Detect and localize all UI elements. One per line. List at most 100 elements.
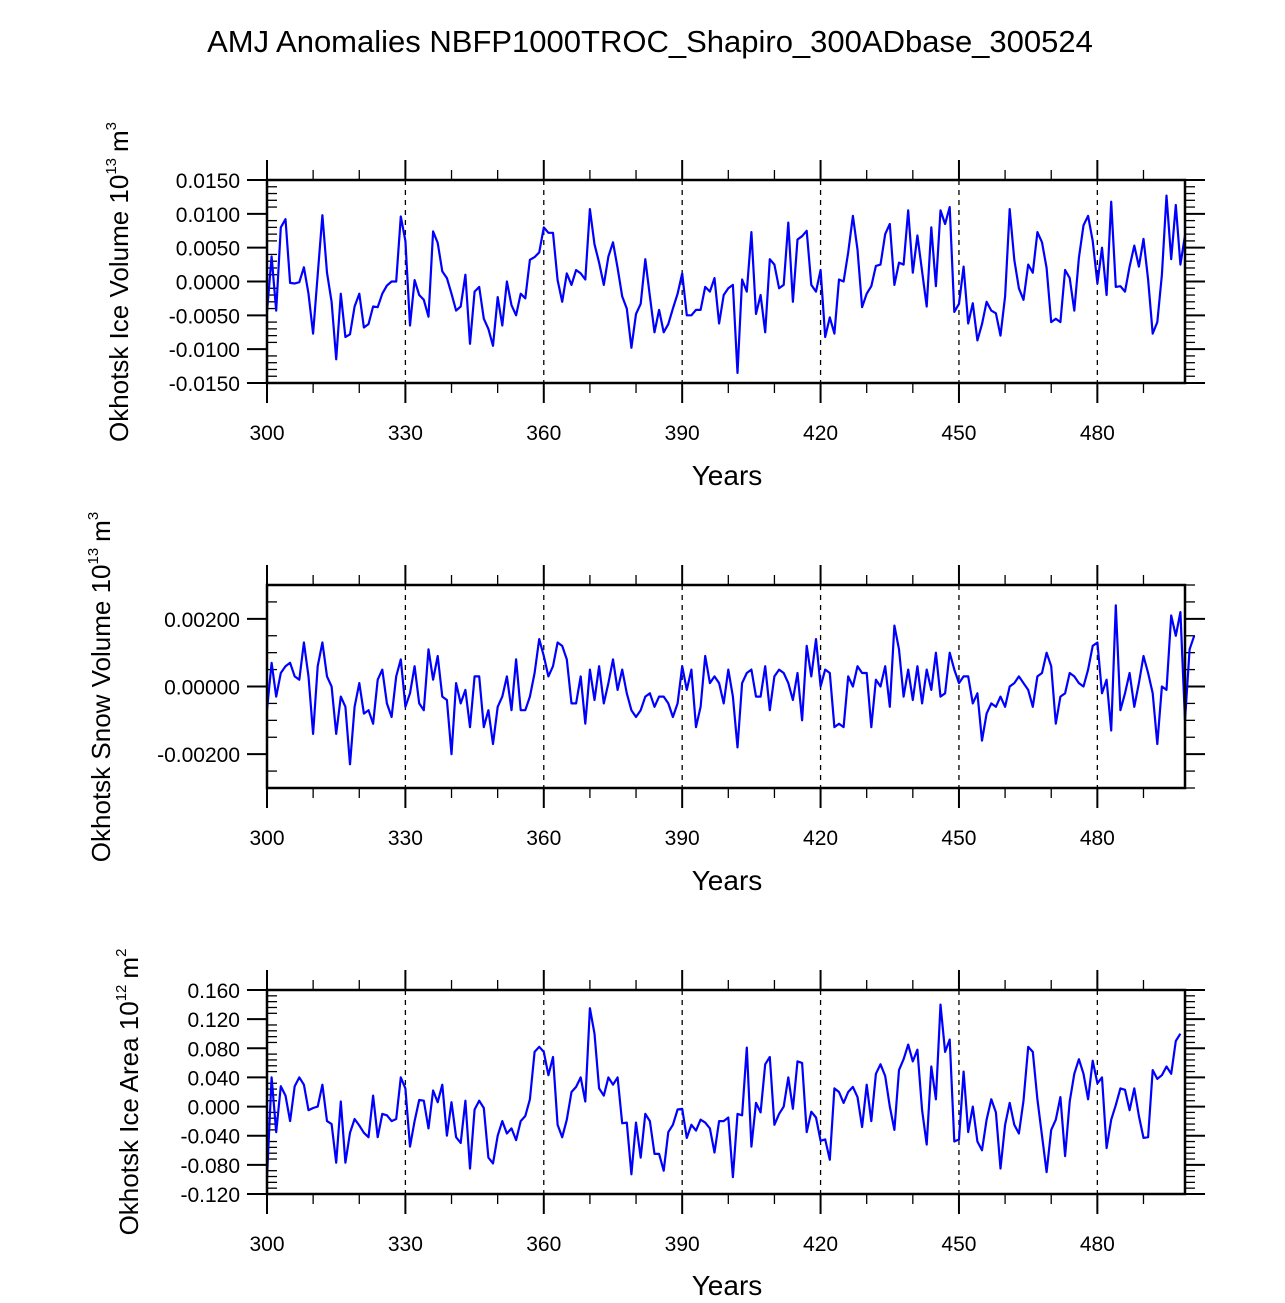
data-point-373 xyxy=(603,703,605,705)
data-point-472 xyxy=(1060,1096,1062,1098)
data-point-489 xyxy=(1138,1115,1140,1117)
data-point-305 xyxy=(289,662,291,664)
data-point-495 xyxy=(1166,195,1168,197)
y-axis-title-exponent: 12 xyxy=(113,985,130,1002)
x-tick-label: 480 xyxy=(1080,827,1115,850)
data-point-491 xyxy=(1147,1136,1149,1138)
data-point-362 xyxy=(552,232,554,234)
data-series xyxy=(265,1003,1182,1179)
y-tick-label: 0.080 xyxy=(187,1038,240,1061)
data-point-422 xyxy=(829,1159,831,1161)
data-point-314 xyxy=(331,301,333,303)
data-point-473 xyxy=(1064,1155,1066,1157)
data-point-429 xyxy=(861,306,863,308)
data-point-412 xyxy=(783,284,785,286)
panel-ice-volume: 0.0150 0.0100 0.0050 0.0000 -0.0050 -0.0100 -0… xyxy=(103,122,1205,491)
data-point-303 xyxy=(280,1085,282,1087)
figure-title: AMJ Anomalies NBFP1000TROC_Shapiro_300AD… xyxy=(207,24,1093,59)
data-point-465 xyxy=(1027,264,1029,266)
data-point-411 xyxy=(778,669,780,671)
data-point-450 xyxy=(958,1139,960,1141)
data-point-382 xyxy=(644,696,646,698)
data-point-476 xyxy=(1078,682,1080,684)
data-point-377 xyxy=(621,1123,623,1125)
data-point-406 xyxy=(755,696,757,698)
data-point-451 xyxy=(963,1071,965,1073)
data-point-364 xyxy=(561,1136,563,1138)
data-point-388 xyxy=(672,308,674,310)
data-point-375 xyxy=(612,659,614,661)
data-point-329 xyxy=(400,659,402,661)
data-point-475 xyxy=(1073,310,1075,312)
y-axis-title-unit-exponent: 3 xyxy=(85,512,102,520)
data-point-424 xyxy=(838,279,840,281)
data-point-311 xyxy=(317,665,319,667)
data-point-384 xyxy=(654,331,656,333)
data-point-459 xyxy=(1000,335,1002,337)
data-point-396 xyxy=(709,291,711,293)
data-point-302 xyxy=(275,310,277,312)
data-point-400 xyxy=(728,287,730,289)
data-point-320 xyxy=(358,293,360,295)
data-point-349 xyxy=(492,345,494,347)
data-point-341 xyxy=(455,682,457,684)
data-point-461 xyxy=(1009,686,1011,688)
data-point-339 xyxy=(446,1135,448,1137)
y-tick-label: -0.00200 xyxy=(157,744,240,767)
data-point-384 xyxy=(654,706,656,708)
data-point-410 xyxy=(774,264,776,266)
x-tick-label: 450 xyxy=(941,827,976,850)
data-point-383 xyxy=(649,692,651,694)
data-point-440 xyxy=(912,1061,914,1063)
data-point-354 xyxy=(515,315,517,317)
data-point-423 xyxy=(834,333,836,335)
data-point-476 xyxy=(1078,257,1080,259)
data-point-439 xyxy=(907,1044,909,1046)
data-point-405 xyxy=(751,669,753,671)
data-point-440 xyxy=(912,272,914,274)
data-point-448 xyxy=(949,1039,951,1041)
data-point-479 xyxy=(1092,645,1094,647)
x-tick-label: 420 xyxy=(803,827,838,850)
data-point-450 xyxy=(958,303,960,305)
data-point-448 xyxy=(949,652,951,654)
data-point-354 xyxy=(515,659,517,661)
x-tick-label: 330 xyxy=(388,827,423,850)
data-point-373 xyxy=(603,284,605,286)
data-point-488 xyxy=(1133,245,1135,247)
data-point-326 xyxy=(386,1115,388,1117)
data-point-445 xyxy=(935,652,937,654)
data-point-366 xyxy=(571,1091,573,1093)
data-point-417 xyxy=(806,645,808,647)
data-point-453 xyxy=(972,302,974,304)
data-point-434 xyxy=(884,233,886,235)
data-point-455 xyxy=(981,740,983,742)
data-point-301 xyxy=(271,662,273,664)
data-point-360 xyxy=(543,1051,545,1053)
data-point-341 xyxy=(455,1136,457,1138)
data-point-392 xyxy=(691,669,693,671)
data-point-370 xyxy=(589,669,591,671)
data-point-356 xyxy=(525,709,527,711)
x-axis-title: Years xyxy=(692,1270,763,1301)
data-point-355 xyxy=(520,709,522,711)
data-point-338 xyxy=(441,271,443,273)
y-axis-ticks: 0.160 0.120 0.080 0.040 0.000 -0.040 -0.080 -0.… xyxy=(180,980,1205,1207)
data-point-447 xyxy=(944,223,946,225)
data-point-366 xyxy=(571,703,573,705)
data-point-367 xyxy=(575,703,577,705)
data-point-394 xyxy=(700,706,702,708)
data-point-495 xyxy=(1166,1066,1168,1068)
x-tick-label: 300 xyxy=(249,422,284,445)
data-point-350 xyxy=(497,1135,499,1137)
data-point-360 xyxy=(543,655,545,657)
data-point-490 xyxy=(1143,238,1145,240)
data-point-406 xyxy=(755,313,757,315)
data-point-449 xyxy=(954,669,956,671)
data-point-310 xyxy=(312,333,314,335)
data-point-371 xyxy=(594,1033,596,1035)
data-point-326 xyxy=(386,703,388,705)
data-point-429 xyxy=(861,1126,863,1128)
data-point-486 xyxy=(1124,291,1126,293)
data-point-308 xyxy=(303,642,305,644)
